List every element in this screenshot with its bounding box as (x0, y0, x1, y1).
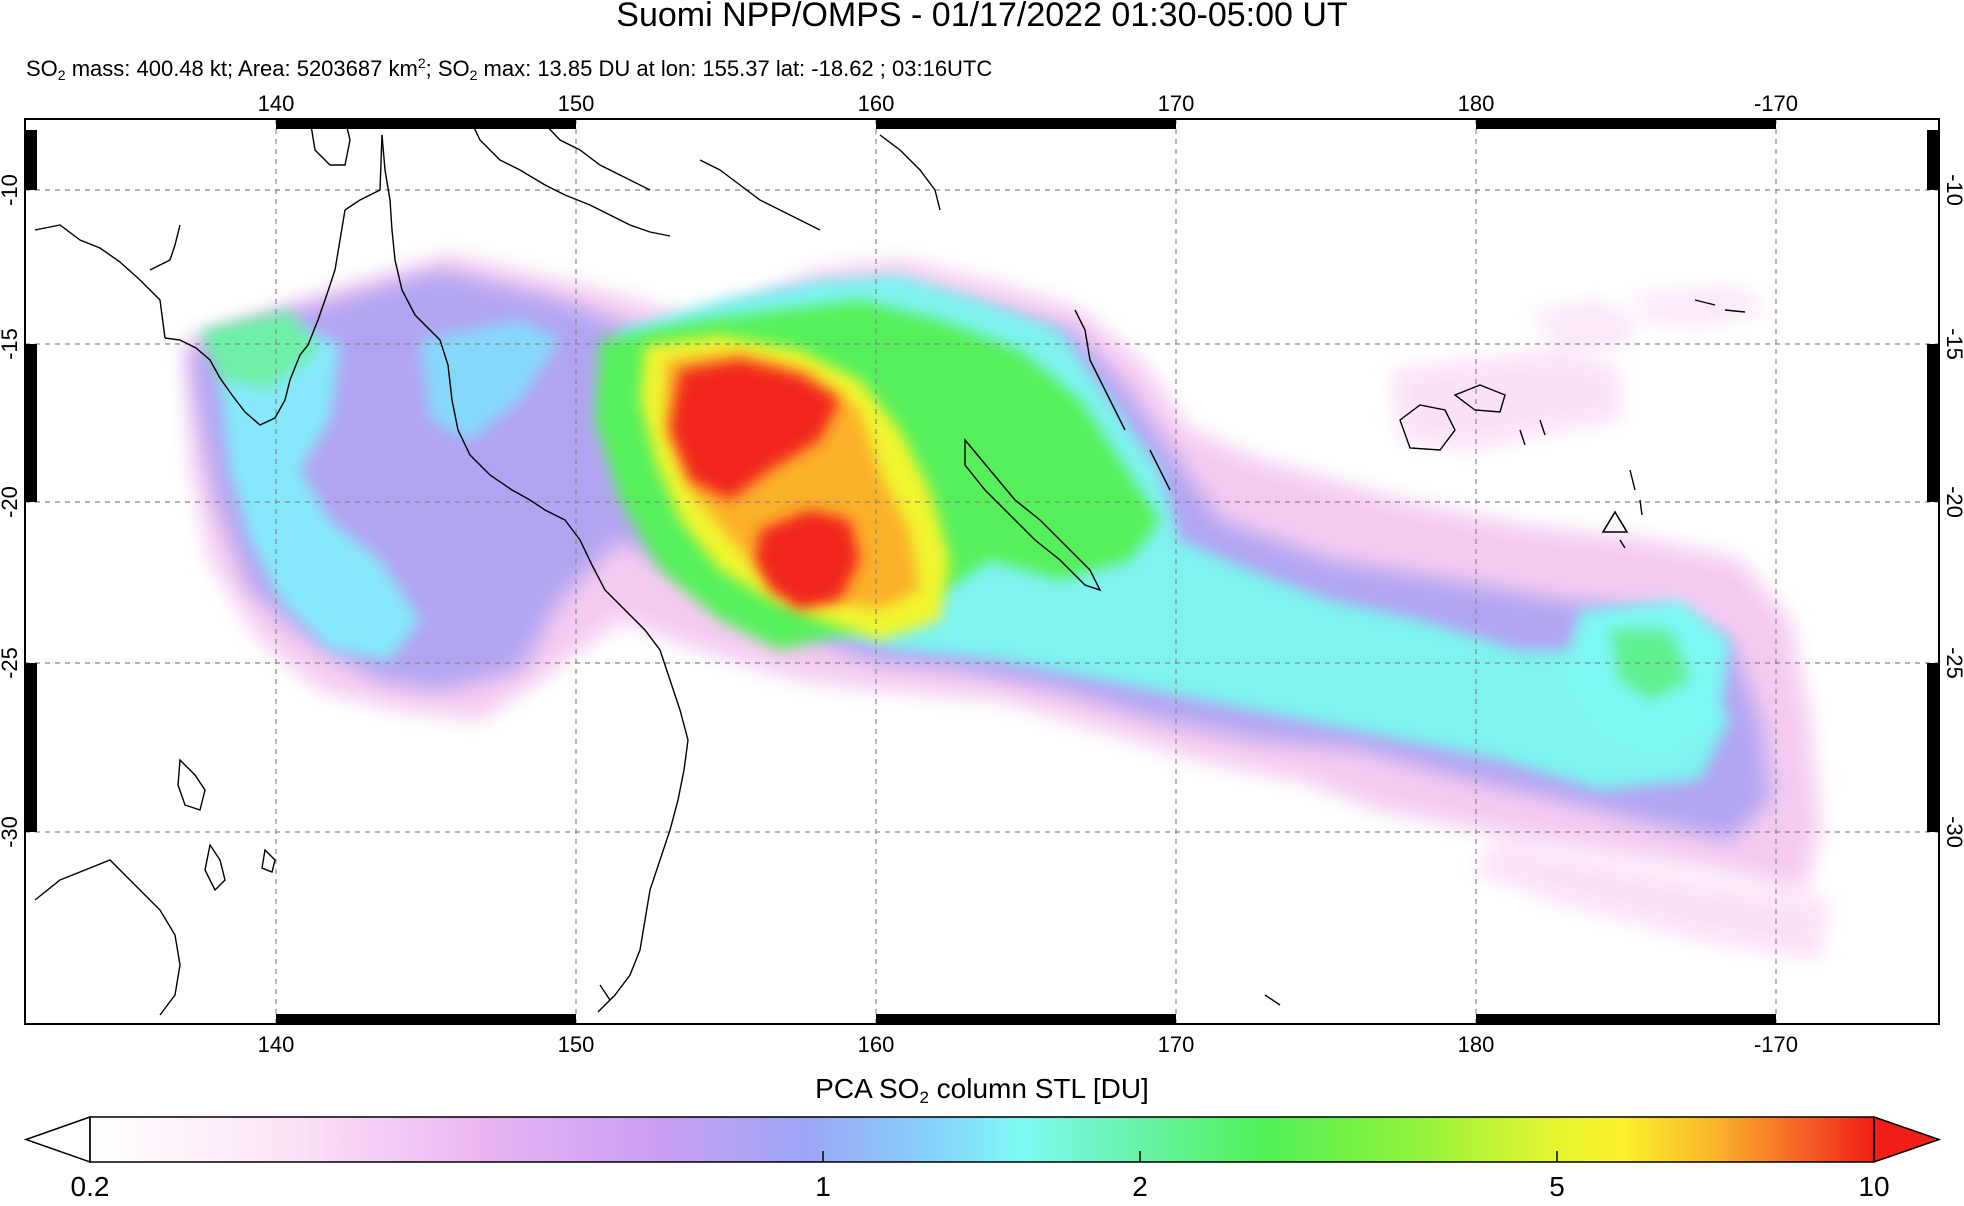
colorbar-gradient (90, 1117, 1874, 1162)
triangle-icon (1601, 510, 1629, 533)
coastlines (34, 119, 1746, 1016)
colorbar-title: PCA SO2 column STL [DU] (0, 1071, 1964, 1116)
colorbar-high-arrow (1873, 1115, 1942, 1164)
lon-label-bottom-3: 170 (1158, 1032, 1195, 1057)
lon-label-bottom-2: 160 (858, 1032, 895, 1057)
subtitle-sep: ; SO (425, 56, 470, 81)
colorbar-label-0: 0.2 (70, 1171, 110, 1202)
colorbar-label-2: 2 (1132, 1171, 1148, 1202)
subtitle-so2: SO (26, 56, 58, 81)
colorbar-title-suffix: column STL [DU] (928, 1073, 1149, 1104)
colorbar-label-1: 1 (815, 1171, 831, 1202)
colorbar-low-arrow (23, 1115, 91, 1164)
map-subtitle: SO2 mass: 400.48 kt; Area: 5203687 km2; … (26, 48, 992, 90)
colorbar-title-prefix: PCA SO (815, 1073, 920, 1104)
lon-label-bottom-5: -170 (1754, 1032, 1798, 1057)
lon-label-top-2: 160 (858, 91, 895, 116)
lon-label-top-1: 150 (558, 91, 595, 116)
lat-label-left-2: -20 (0, 486, 22, 518)
lon-label-top-5: -170 (1754, 91, 1798, 116)
map-title: Suomi NPP/OMPS - 01/17/2022 01:30-05:00 … (616, 0, 1348, 34)
lat-label-left-4: -30 (0, 816, 22, 848)
lat-label-left-3: -25 (0, 647, 22, 679)
lon-label-bottom-1: 150 (558, 1032, 595, 1057)
map-graticule (25, 119, 1939, 1024)
lon-label-top-4: 180 (1458, 91, 1495, 116)
so2-plume (185, 255, 1830, 960)
lat-label-right-4: -30 (1942, 816, 1964, 848)
lat-label-right-2: -20 (1942, 486, 1964, 518)
subtitle-max: max: 13.85 DU at lon: 155.37 lat: -18.62… (477, 56, 993, 81)
lat-label-right-1: -15 (1942, 328, 1964, 360)
subtitle-sup: 2 (417, 55, 426, 71)
lon-label-top-0: 140 (258, 91, 295, 116)
lon-label-bottom-0: 140 (258, 1032, 295, 1057)
lon-label-top-3: 170 (1158, 91, 1195, 116)
subtitle-mass: mass: 400.48 kt; Area: 5203687 km (65, 56, 418, 81)
lat-label-right-0: -10 (1942, 174, 1964, 206)
lat-label-right-3: -25 (1942, 647, 1964, 679)
map-border-bars (25, 119, 1939, 1024)
lat-label-left-1: -15 (0, 328, 22, 360)
colorbar-title-sub: 2 (919, 1088, 929, 1107)
subtitle-sub-b: 2 (469, 67, 478, 83)
colorbar (23, 1115, 1942, 1164)
subtitle-sub: 2 (57, 67, 66, 83)
colorbar-label-4: 10 (1858, 1171, 1890, 1202)
colorbar-label-3: 5 (1549, 1171, 1565, 1202)
lat-label-left-0: -10 (0, 174, 22, 206)
lon-label-bottom-4: 180 (1458, 1032, 1495, 1057)
